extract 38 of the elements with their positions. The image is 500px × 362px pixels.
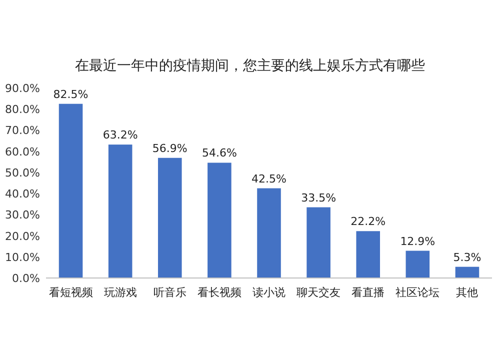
y-tick-label: 20.0% bbox=[5, 230, 40, 243]
x-tick-label: 看长视频 bbox=[197, 286, 242, 299]
data-label: 12.9% bbox=[400, 234, 436, 248]
y-tick-label: 60.0% bbox=[5, 145, 40, 158]
bar bbox=[455, 266, 480, 278]
data-label: 82.5% bbox=[53, 88, 88, 101]
bar bbox=[257, 188, 281, 278]
data-label: 63.2% bbox=[102, 128, 138, 142]
x-tick-label: 读小说 bbox=[252, 286, 286, 299]
y-tick-label: 50.0% bbox=[5, 166, 40, 180]
bar bbox=[356, 231, 380, 278]
bar bbox=[306, 207, 330, 278]
y-tick-label: 0.0% bbox=[12, 272, 40, 285]
chart-title: 在最近一年中的疫情期间，您主要的线上娱乐方式有哪些 bbox=[75, 58, 425, 74]
data-label: 22.2% bbox=[350, 215, 386, 228]
y-tick-label: 90.0% bbox=[5, 82, 40, 95]
data-label: 56.9% bbox=[152, 142, 188, 155]
y-tick-label: 40.0% bbox=[5, 188, 40, 201]
bar bbox=[158, 158, 182, 278]
data-label: 33.5% bbox=[301, 191, 336, 204]
bar bbox=[58, 104, 83, 278]
x-tick-label: 社区论坛 bbox=[396, 286, 440, 299]
data-label: 42.5% bbox=[252, 172, 286, 186]
bar bbox=[208, 162, 232, 278]
y-tick-label: 80.0% bbox=[5, 103, 40, 116]
bar bbox=[108, 144, 132, 278]
x-tick-label: 看直播 bbox=[352, 286, 385, 299]
x-tick-label: 其他 bbox=[456, 286, 478, 299]
y-tick-label: 70.0% bbox=[5, 124, 40, 138]
data-label: 5.3% bbox=[453, 250, 482, 264]
y-tick-label: 10.0% bbox=[5, 250, 40, 264]
x-tick-label: 听音乐 bbox=[153, 286, 186, 299]
data-label: 54.6% bbox=[202, 146, 237, 160]
x-tick-label: 玩游戏 bbox=[104, 286, 137, 299]
bar bbox=[406, 250, 430, 278]
x-tick-label: 看短视频 bbox=[48, 286, 93, 299]
y-tick-label: 30.0% bbox=[5, 208, 40, 222]
x-tick-label: 聊天交友 bbox=[296, 286, 341, 299]
